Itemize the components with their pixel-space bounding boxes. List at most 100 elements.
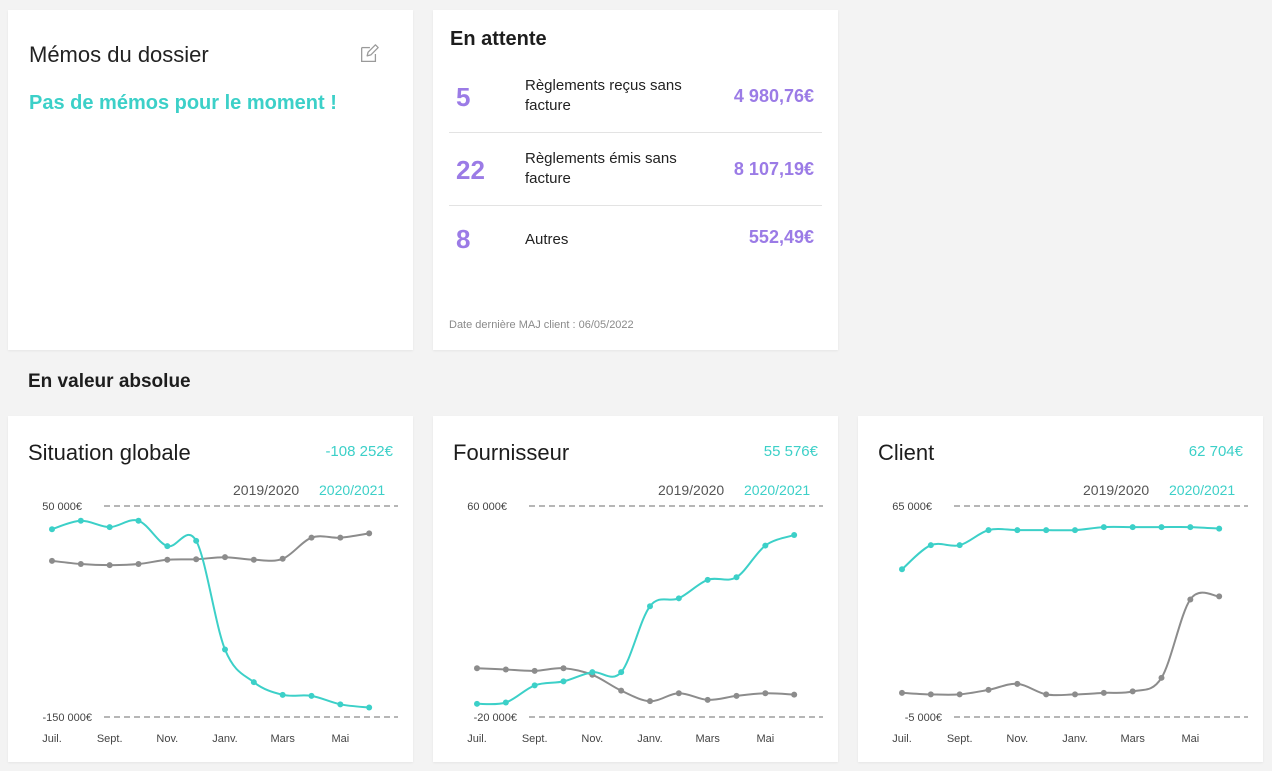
y-tick-label: -150 000€ — [42, 712, 92, 724]
data-point-previous — [502, 666, 509, 673]
section-title: En valeur absolue — [28, 371, 191, 392]
data-point-current — [647, 603, 653, 610]
x-tick-label: Sept. — [522, 733, 548, 745]
data-point-previous — [618, 687, 625, 694]
data-point-current — [106, 524, 113, 531]
data-point-previous — [164, 556, 171, 563]
data-point-previous — [366, 530, 373, 537]
data-point-previous — [279, 555, 286, 562]
data-point-previous — [560, 665, 567, 672]
data-point-current — [1129, 524, 1136, 531]
memos-title: Mémos du dossier — [29, 42, 209, 67]
chart-title: Fournisseur — [453, 440, 570, 465]
data-point-current — [733, 574, 740, 581]
data-point-current — [899, 566, 905, 573]
x-tick-label: Mai — [1181, 733, 1199, 745]
pending-row-others[interactable]: 8 Autres 552,49€ — [449, 206, 822, 278]
pending-amount: 8 107,19€ — [733, 159, 814, 179]
legend-current-year[interactable]: 2020/2021 — [1169, 482, 1236, 498]
data-point-previous — [1100, 689, 1107, 696]
data-point-current — [1100, 524, 1107, 531]
data-point-previous — [474, 665, 480, 672]
data-point-current — [337, 701, 344, 708]
x-tick-label: Sept. — [947, 733, 973, 745]
data-point-current — [956, 542, 963, 549]
pending-row-issued[interactable]: 22 Règlements émis sans facture 8 107,19… — [449, 133, 822, 205]
data-point-current — [1043, 527, 1050, 534]
divider — [449, 205, 822, 206]
legend-previous-year[interactable]: 2019/2020 — [233, 482, 300, 498]
chart-title: Client — [878, 440, 935, 465]
pending-label: Règlements émis sans facture — [525, 150, 677, 187]
data-point-current — [675, 595, 682, 602]
data-point-current — [762, 542, 769, 549]
series-line-previous — [476, 667, 795, 703]
x-tick-label: Sept. — [97, 733, 123, 745]
last-update-date: Date dernière MAJ client : 06/05/2022 — [449, 319, 634, 331]
data-point-previous — [1158, 674, 1165, 681]
pending-label: Règlements reçus sans facture — [525, 77, 682, 114]
y-tick-label: 50 000€ — [42, 501, 82, 513]
legend-previous-year[interactable]: 2019/2020 — [1083, 482, 1150, 498]
data-point-previous — [1216, 593, 1223, 600]
data-point-previous — [899, 689, 905, 696]
data-point-current — [366, 704, 373, 711]
data-point-previous — [927, 691, 934, 698]
data-point-current — [502, 699, 509, 706]
legend-current-year[interactable]: 2020/2021 — [744, 482, 811, 498]
data-point-current — [279, 691, 286, 698]
legend-previous-year[interactable]: 2019/2020 — [658, 482, 725, 498]
series-line-current — [901, 525, 1220, 571]
data-point-previous — [675, 690, 682, 697]
x-tick-label: Mai — [756, 733, 774, 745]
data-point-current — [49, 526, 55, 533]
chart-title: Situation globale — [28, 440, 191, 465]
x-tick-label: Mai — [331, 733, 349, 745]
legend-current-year[interactable]: 2020/2021 — [319, 482, 386, 498]
y-tick-label: -20 000€ — [474, 712, 517, 724]
series-line-current — [476, 534, 795, 706]
data-point-current — [531, 682, 538, 689]
divider — [449, 132, 822, 133]
x-tick-label: Nov. — [156, 733, 178, 745]
y-tick-label: 60 000€ — [467, 501, 507, 513]
pending-title: En attente — [450, 28, 547, 50]
x-tick-label: Mars — [695, 733, 720, 745]
line-chart: 60 000€ -20 000€ Juil. Sept. Nov. Janv. Mars Ma… — [467, 501, 823, 745]
pending-amount: 552,49€ — [748, 227, 814, 247]
data-point-previous — [647, 698, 653, 705]
data-point-previous — [106, 562, 113, 569]
data-point-current — [193, 537, 200, 544]
line-chart: 65 000€ -5 000€ Juil. Sept. Nov. Janv. Mars Mai — [892, 501, 1248, 745]
data-point-previous — [1129, 688, 1136, 695]
pending-amount: 4 980,76€ — [733, 86, 814, 106]
data-point-current — [1072, 527, 1078, 534]
x-tick-label: Janv. — [1062, 733, 1087, 745]
pending-row-received[interactable]: 5 Règlements reçus sans facture 4 980,76… — [449, 60, 822, 132]
x-tick-label: Juil. — [42, 733, 62, 745]
pending-count: 5 — [456, 82, 471, 112]
data-point-current — [618, 669, 625, 676]
chart-card-situation-globale: Situation globale -108 252€ 2019/2020 20… — [8, 416, 413, 762]
data-point-previous — [49, 557, 55, 564]
data-point-current — [704, 576, 711, 583]
edit-icon[interactable] — [358, 43, 380, 65]
data-point-previous — [531, 667, 538, 674]
data-point-current — [1158, 524, 1165, 531]
x-tick-label: Mars — [1120, 733, 1145, 745]
chart-card-client: Client 62 704€ 2019/2020 2020/2021 65 00… — [858, 416, 1263, 762]
memos-empty-message: Pas de mémos pour le moment ! — [29, 92, 337, 114]
series-line-current — [51, 519, 370, 709]
x-tick-label: Juil. — [892, 733, 912, 745]
data-point-current — [1014, 527, 1021, 534]
memos-card: Mémos du dossier Pas de mémos pour le mo… — [8, 10, 413, 350]
data-point-current — [222, 646, 228, 653]
data-point-previous — [222, 554, 228, 561]
data-point-previous — [135, 561, 142, 568]
pending-label: Autres — [525, 231, 569, 248]
data-point-previous — [1043, 691, 1050, 698]
data-point-current — [927, 542, 934, 549]
data-point-previous — [704, 696, 711, 703]
data-point-previous — [1187, 596, 1194, 603]
x-tick-label: Juil. — [467, 733, 487, 745]
